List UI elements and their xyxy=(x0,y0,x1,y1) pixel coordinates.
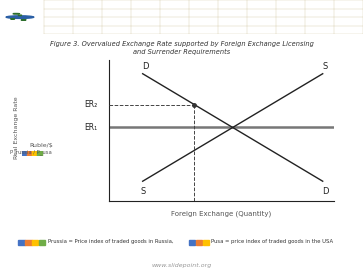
Text: S: S xyxy=(140,187,145,196)
Text: P_russia / P_usa: P_russia / P_usa xyxy=(10,149,52,155)
Text: Pusa = price index of traded goods in the USA: Pusa = price index of traded goods in th… xyxy=(211,239,333,244)
Ellipse shape xyxy=(18,15,22,16)
Bar xyxy=(22,151,26,156)
Text: Figure 3. Overvalued Exchange Rate supported by Foreign Exchange Licensing: Figure 3. Overvalued Exchange Rate suppo… xyxy=(50,41,313,47)
Text: www.slidepoint.org: www.slidepoint.org xyxy=(151,263,212,268)
Bar xyxy=(32,151,37,156)
Text: ER₁: ER₁ xyxy=(85,123,98,132)
Circle shape xyxy=(6,16,34,18)
Text: ER₂: ER₂ xyxy=(84,100,98,109)
Text: Real Exchange Rate: Real Exchange Rate xyxy=(14,96,19,159)
Text: D: D xyxy=(322,187,328,196)
Text: Ruble/$: Ruble/$ xyxy=(30,143,54,148)
Text: D: D xyxy=(142,62,148,71)
Bar xyxy=(37,151,42,156)
Bar xyxy=(27,151,31,156)
Text: Prussia = Price index of traded goods in Russia,: Prussia = Price index of traded goods in… xyxy=(48,239,176,244)
Ellipse shape xyxy=(13,13,20,14)
Text: S: S xyxy=(322,62,327,71)
Text: and Surrender Requirements: and Surrender Requirements xyxy=(133,49,230,55)
Text: Foreign Exchange (Quantity): Foreign Exchange (Quantity) xyxy=(171,210,272,217)
